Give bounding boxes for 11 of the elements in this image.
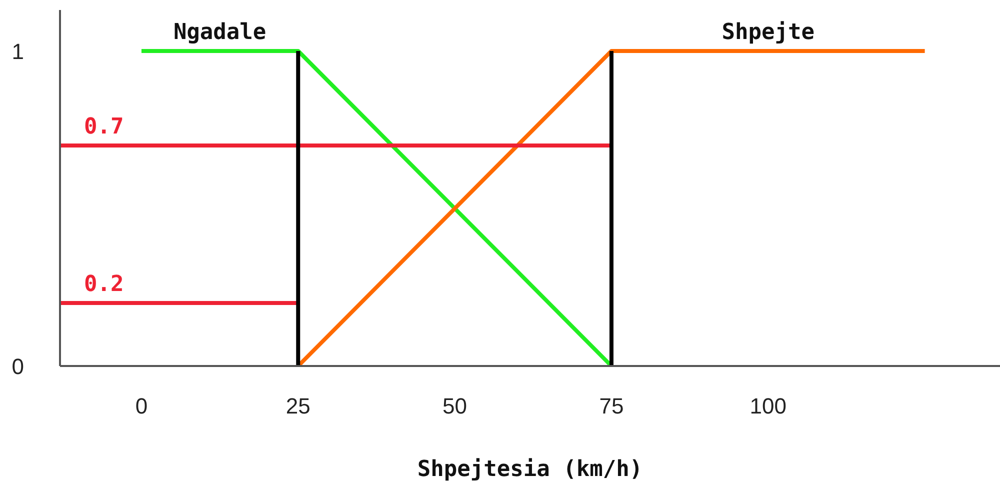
x-tick-label: 0 (135, 394, 148, 419)
x-tick-label: 75 (599, 394, 624, 419)
annotation: 0.2 (84, 272, 124, 297)
series-label: Ngadale (173, 20, 266, 45)
x-axis-title: Shpejtesia (km/h) (417, 457, 643, 482)
y-tick-label: 1 (12, 38, 24, 64)
series-label: Shpejte (722, 20, 814, 45)
x-tick-label: 100 (750, 394, 786, 419)
x-tick-label: 50 (442, 394, 468, 419)
x-tick-label: 25 (286, 394, 310, 419)
annotation: 0.7 (84, 114, 124, 140)
